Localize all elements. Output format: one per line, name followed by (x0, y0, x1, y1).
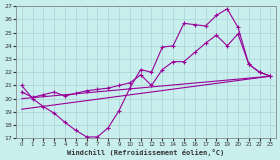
X-axis label: Windchill (Refroidissement éolien,°C): Windchill (Refroidissement éolien,°C) (67, 149, 225, 156)
